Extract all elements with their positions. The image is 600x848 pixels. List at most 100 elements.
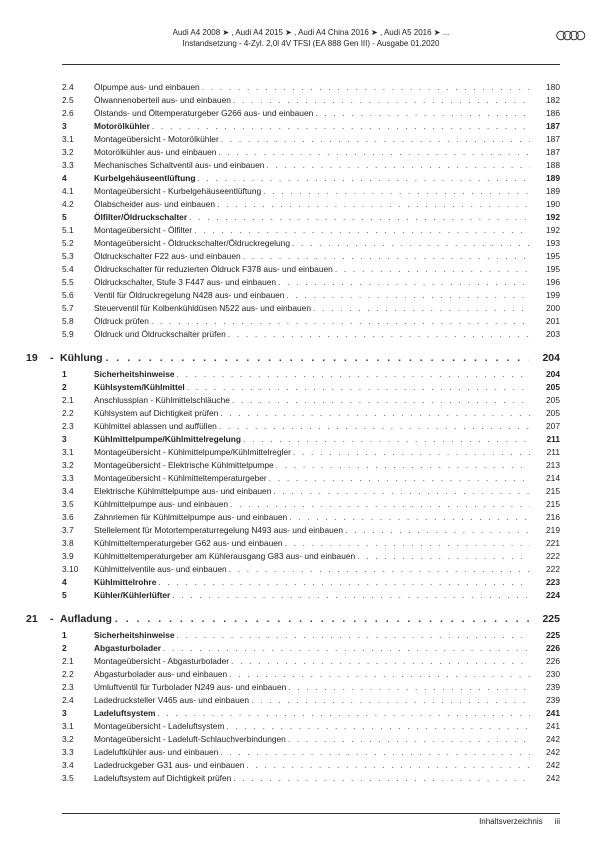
toc-dots bbox=[286, 289, 530, 302]
toc-chapter-page: 204 bbox=[532, 352, 560, 364]
toc-dots bbox=[233, 94, 530, 107]
toc-item-label: Umluftventil für Turbolader N249 aus- un… bbox=[94, 681, 286, 694]
document-header: Audi A4 2008 ➤ , Audi A4 2015 ➤ , Audi A… bbox=[62, 28, 560, 50]
toc-row: 3.7Stellelement für Motortemperaturregel… bbox=[62, 524, 560, 537]
toc-item-page: 226 bbox=[532, 642, 560, 655]
toc-dots bbox=[219, 420, 530, 433]
toc-item-number: 2.1 bbox=[62, 394, 94, 407]
toc-item-page: 196 bbox=[532, 276, 560, 289]
toc-item-number: 3 bbox=[62, 120, 94, 133]
toc-chapter-number: 21 bbox=[26, 613, 50, 625]
toc-row: 5Ölfilter/Öldruckschalter192 bbox=[62, 211, 560, 224]
toc-dots bbox=[243, 250, 530, 263]
toc-item-page: 180 bbox=[532, 81, 560, 94]
toc-dots bbox=[177, 629, 530, 642]
toc-dots bbox=[315, 107, 530, 120]
toc-item-page: 195 bbox=[532, 250, 560, 263]
toc-item-page: 241 bbox=[532, 707, 560, 720]
toc-item-page: 189 bbox=[532, 185, 560, 198]
toc-row: 2.4Ölpumpe aus- und einbauen 180 bbox=[62, 81, 560, 94]
toc-item-page: 199 bbox=[532, 289, 560, 302]
toc-item-number: 5.1 bbox=[62, 224, 94, 237]
toc-item-number: 3 bbox=[62, 707, 94, 720]
toc-item-label: Ölabscheider aus- und einbauen bbox=[94, 198, 215, 211]
toc-item-number: 2.3 bbox=[62, 420, 94, 433]
toc-dots bbox=[276, 459, 530, 472]
toc-item-label: Elektrische Kühlmittelpumpe aus- und ein… bbox=[94, 485, 271, 498]
toc-dots bbox=[233, 772, 530, 785]
toc-item-label: Ladeluftkühler aus- und einbauen bbox=[94, 746, 218, 759]
toc-item-page: 211 bbox=[532, 446, 560, 459]
toc-dots bbox=[187, 381, 530, 394]
toc-item-number: 3.4 bbox=[62, 759, 94, 772]
toc-dots bbox=[172, 589, 530, 602]
toc-item-label: Montageübersicht - Ölfilter bbox=[94, 224, 192, 237]
toc-row: 5.2Montageübersicht - Öldruckschalter/Öl… bbox=[62, 237, 560, 250]
toc-item-number: 5 bbox=[62, 589, 94, 602]
toc-item-page: 187 bbox=[532, 133, 560, 146]
toc-item-page: 242 bbox=[532, 772, 560, 785]
toc-dots bbox=[115, 613, 529, 625]
toc-item-number: 3.6 bbox=[62, 511, 94, 524]
toc-dots bbox=[289, 511, 530, 524]
toc-item-page: 221 bbox=[532, 537, 560, 550]
toc-item-number: 2.4 bbox=[62, 81, 94, 94]
toc-item-number: 2 bbox=[62, 381, 94, 394]
toc-item-number: 3.9 bbox=[62, 550, 94, 563]
toc-item-page: 189 bbox=[532, 172, 560, 185]
toc-row: 3.2Motorölkühler aus- und einbauen187 bbox=[62, 146, 560, 159]
toc-item-label: Anschlussplan - Kühlmittelschläuche bbox=[94, 394, 230, 407]
toc-row: 3Kühlmittelpumpe/Kühlmittelregelung211 bbox=[62, 433, 560, 446]
toc-dots bbox=[197, 172, 530, 185]
toc-item-page: 192 bbox=[532, 211, 560, 224]
toc-item-label: Montageübersicht - Öldruckschalter/Öldru… bbox=[94, 237, 290, 250]
toc-item-number: 3.1 bbox=[62, 446, 94, 459]
toc-dots bbox=[230, 498, 530, 511]
toc-item-page: 211 bbox=[532, 433, 560, 446]
toc-row: 1Sicherheitshinweise204 bbox=[62, 368, 560, 381]
toc-item-page: 226 bbox=[532, 655, 560, 668]
toc-row: 2.4Ladedrucksteller V465 aus- und einbau… bbox=[62, 694, 560, 707]
toc-item-label: Ventil für Öldruckregelung N428 aus- und… bbox=[94, 289, 284, 302]
toc-dots bbox=[266, 159, 530, 172]
toc-dots bbox=[357, 550, 530, 563]
toc-row: 5.8Öldruck prüfen201 bbox=[62, 315, 560, 328]
toc-dots bbox=[226, 720, 530, 733]
toc-item-label: Öldruck und Öldruckschalter prüfen bbox=[94, 328, 226, 341]
toc-item-label: Ölstands- und Öltemperaturgeber G266 aus… bbox=[94, 107, 313, 120]
toc-row: 1Sicherheitshinweise225 bbox=[62, 629, 560, 642]
toc-dots bbox=[221, 133, 530, 146]
toc-row: 3.1Montageübersicht - Motorölkühler187 bbox=[62, 133, 560, 146]
toc-dots bbox=[345, 524, 530, 537]
toc-item-page: 213 bbox=[532, 459, 560, 472]
toc-chapter-sep: - bbox=[50, 352, 60, 364]
toc-item-page: 214 bbox=[532, 472, 560, 485]
header-line-1: Audi A4 2008 ➤ , Audi A4 2015 ➤ , Audi A… bbox=[62, 28, 560, 39]
toc-chapter-sep: - bbox=[50, 613, 60, 625]
toc-item-page: 193 bbox=[532, 237, 560, 250]
toc-item-label: Ladeluftsystem auf Dichtigkeit prüfen bbox=[94, 772, 231, 785]
toc-item-label: Montageübersicht - Kurbelgehäuseentlüftu… bbox=[94, 185, 261, 198]
toc-dots bbox=[278, 276, 530, 289]
toc-item-page: 207 bbox=[532, 420, 560, 433]
toc-item-label: Montageübersicht - Ladeluft-Schlauchverb… bbox=[94, 733, 286, 746]
toc-item-label: Stellelement für Motortemperaturregelung… bbox=[94, 524, 343, 537]
toc-row: 3Ladeluftsystem241 bbox=[62, 707, 560, 720]
toc-item-label: Ölpumpe aus- und einbauen bbox=[94, 81, 200, 94]
toc-item-number: 3 bbox=[62, 433, 94, 446]
toc-item-label: Kühlmittelrohre bbox=[94, 576, 156, 589]
toc-dots bbox=[229, 668, 530, 681]
toc-item-page: 215 bbox=[532, 485, 560, 498]
toc-dots bbox=[251, 694, 530, 707]
toc-item-label: Öldruckschalter F22 aus- und einbauen bbox=[94, 250, 241, 263]
toc-item-number: 3.2 bbox=[62, 733, 94, 746]
toc-item-number: 2.3 bbox=[62, 681, 94, 694]
toc-item-number: 2.2 bbox=[62, 407, 94, 420]
toc-item-label: Steuerventil für Kolbenkühldüsen N522 au… bbox=[94, 302, 311, 315]
toc-row: 3.6Zahnriemen für Kühlmittelpumpe aus- u… bbox=[62, 511, 560, 524]
toc-item-page: 204 bbox=[532, 368, 560, 381]
toc-row: 5.7Steuerventil für Kolbenkühldüsen N522… bbox=[62, 302, 560, 315]
toc-item-number: 4.2 bbox=[62, 198, 94, 211]
toc-item-number: 3.3 bbox=[62, 746, 94, 759]
toc-row: 3.3Ladeluftkühler aus- und einbauen242 bbox=[62, 746, 560, 759]
